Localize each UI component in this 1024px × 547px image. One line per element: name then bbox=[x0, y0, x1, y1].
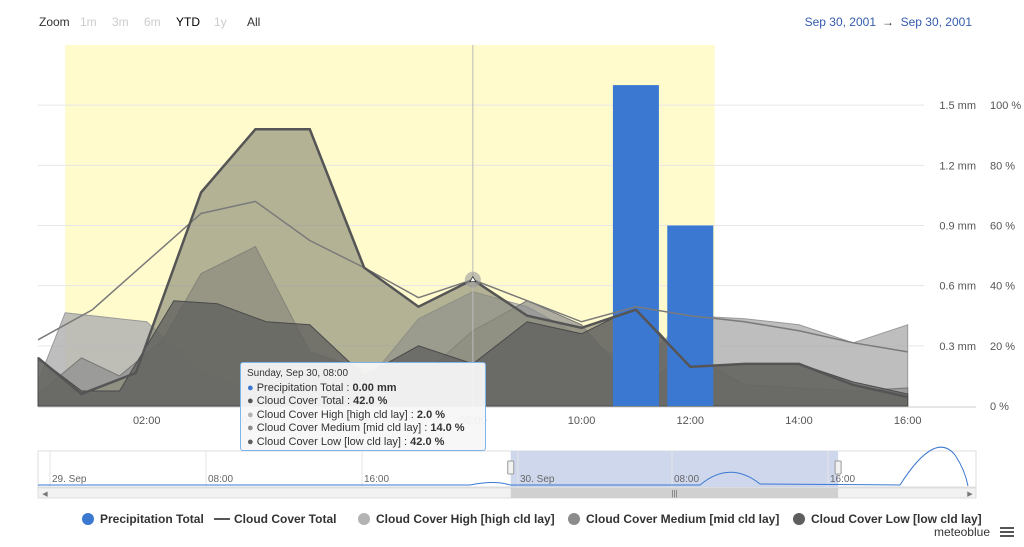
y-precip-tick: 0.6 mm bbox=[939, 281, 976, 293]
tooltip-row: ● Cloud Cover High [high cld lay] : 2.0 … bbox=[247, 409, 485, 423]
navigator-tick: 16:00 bbox=[364, 474, 389, 485]
y-precip-tick: 1.2 mm bbox=[939, 160, 976, 172]
tooltip-row: ● Cloud Cover Medium [mid cld lay] : 14.… bbox=[247, 422, 485, 436]
tooltip-value: 0.00 mm bbox=[352, 381, 397, 394]
tooltip-label: Cloud Cover Total : bbox=[256, 395, 354, 408]
menu-icon[interactable] bbox=[1000, 527, 1014, 538]
tooltip-value: 14.0 % bbox=[430, 422, 465, 435]
x-tick-1600: 16:00 bbox=[894, 415, 922, 427]
tooltip-dot: ● bbox=[247, 381, 257, 394]
precip-bar-0 bbox=[612, 85, 659, 406]
zoom-button-all[interactable]: All bbox=[247, 15, 260, 29]
legend-label: Cloud Cover Medium [mid cld lay] bbox=[586, 512, 779, 526]
zoom-button-1y[interactable]: 1y bbox=[214, 15, 227, 29]
tooltip-row: ● Precipitation Total : 0.00 mm bbox=[247, 382, 485, 396]
y-cloud-tick: 0 % bbox=[990, 401, 1009, 413]
navigator-tick: 30. Sep bbox=[520, 474, 555, 485]
tooltip-row: ● Cloud Cover Low [low cld lay] : 42.0 % bbox=[247, 436, 485, 450]
tooltip-value: 2.0 % bbox=[416, 408, 446, 421]
brand-label: meteoblue bbox=[933, 525, 990, 539]
navigator-handle-right[interactable] bbox=[834, 460, 842, 475]
legend-label: Cloud Cover Low [low cld lay] bbox=[811, 512, 982, 526]
hover-marker bbox=[469, 275, 477, 283]
tooltip-label: Precipitation Total : bbox=[256, 381, 353, 394]
y-precip-tick: 0.9 mm bbox=[939, 221, 976, 233]
tooltip-dot: ● bbox=[247, 435, 257, 448]
zoom-button-3m[interactable]: 3m bbox=[112, 15, 129, 29]
tooltip-dot: ● bbox=[247, 422, 257, 435]
navigator-tick: 29. Sep bbox=[52, 474, 87, 485]
zoom-button-ytd[interactable]: YTD bbox=[176, 15, 200, 29]
legend-label: Cloud Cover High [high cld lay] bbox=[376, 512, 555, 526]
zoom-button-1m[interactable]: 1m bbox=[80, 15, 97, 29]
range-from-date[interactable]: Sep 30, 2001 bbox=[805, 15, 877, 29]
tooltip-row: ● Cloud Cover Total : 42.0 % bbox=[247, 395, 485, 409]
scrollbar-track[interactable] bbox=[37, 487, 977, 499]
tooltip-label: Cloud Cover Medium [mid cld lay] : bbox=[256, 422, 431, 435]
legend-label: Precipitation Total bbox=[100, 512, 204, 526]
legend-symbol bbox=[358, 513, 370, 525]
y-cloud-tick: 40 % bbox=[990, 281, 1015, 293]
zoom-button-6m[interactable]: 6m bbox=[144, 15, 161, 29]
zoom-label: Zoom bbox=[39, 15, 70, 29]
tooltip-value: 42.0 % bbox=[410, 435, 445, 448]
navigator-series-line bbox=[38, 446, 969, 487]
navigator-tick: 16:00 bbox=[830, 474, 855, 485]
tooltip-label: Cloud Cover High [high cld lay] : bbox=[256, 408, 417, 421]
legend-symbol bbox=[793, 513, 805, 525]
scrollbar-thumb[interactable] bbox=[510, 488, 839, 498]
tooltip: Sunday, Sep 30, 08:00 ● Precipitation To… bbox=[240, 362, 486, 451]
y-cloud-tick: 60 % bbox=[990, 221, 1015, 233]
x-tick-1200: 12:00 bbox=[677, 415, 705, 427]
y-precip-tick: 1.5 mm bbox=[939, 100, 976, 112]
legend-symbol bbox=[568, 513, 580, 525]
navigator-handle-left[interactable] bbox=[507, 460, 515, 475]
tooltip-rows: ● Precipitation Total : 0.00 mm ● Cloud C… bbox=[247, 382, 485, 450]
legend-item-0[interactable]: Precipitation Total bbox=[82, 512, 204, 526]
y-precip-tick: 0.3 mm bbox=[939, 341, 976, 353]
x-tick-1000: 10:00 bbox=[568, 415, 596, 427]
range-to-date[interactable]: Sep 30, 2001 bbox=[901, 15, 973, 29]
navigator-window[interactable] bbox=[510, 451, 839, 487]
scrollbar-grip: ||| bbox=[671, 489, 677, 498]
legend-item-2[interactable]: Cloud Cover High [high cld lay] bbox=[358, 512, 555, 526]
tooltip-title: Sunday, Sep 30, 08:00 bbox=[247, 368, 349, 379]
tooltip-dot: ● bbox=[247, 395, 257, 408]
legend-item-1[interactable]: Cloud Cover Total bbox=[214, 512, 336, 526]
legend-symbol bbox=[82, 513, 94, 525]
scrollbar-left-arrow[interactable]: ◀ bbox=[42, 491, 48, 498]
navigator-tick: 08:00 bbox=[674, 474, 699, 485]
tooltip-value: 42.0 % bbox=[353, 395, 388, 408]
tooltip-dot: ● bbox=[247, 408, 257, 421]
y-cloud-tick: 80 % bbox=[990, 160, 1015, 172]
legend-item-3[interactable]: Cloud Cover Medium [mid cld lay] bbox=[568, 512, 779, 526]
scrollbar-right-arrow[interactable]: ▶ bbox=[967, 491, 973, 498]
x-tick-0200: 02:00 bbox=[133, 415, 161, 427]
x-tick-1400: 14:00 bbox=[785, 415, 813, 427]
navigator-tick: 08:00 bbox=[208, 474, 233, 485]
tooltip-label: Cloud Cover Low [low cld lay] : bbox=[256, 435, 411, 448]
y-cloud-tick: 20 % bbox=[990, 341, 1015, 353]
range-arrow: → bbox=[882, 15, 894, 29]
legend-item-4[interactable]: Cloud Cover Low [low cld lay] bbox=[793, 512, 982, 526]
legend-label: Cloud Cover Total bbox=[234, 512, 336, 526]
y-cloud-tick: 100 % bbox=[990, 100, 1021, 112]
